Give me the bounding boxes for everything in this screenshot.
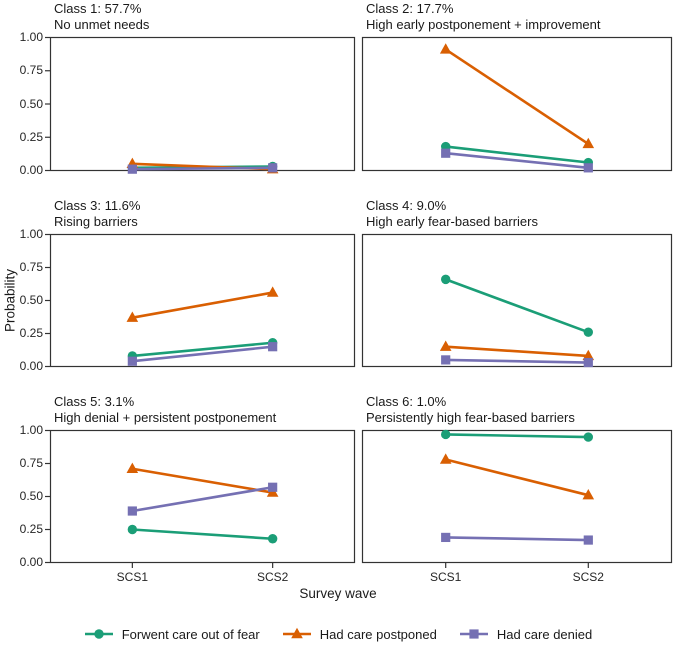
x-tick-label: SCS1 <box>116 570 149 584</box>
square-marker <box>583 357 593 368</box>
square-marker <box>268 482 278 492</box>
x-tick-label: SCS2 <box>256 570 289 584</box>
square-marker <box>583 163 593 173</box>
legend: Forwent care out of fear Had care postpon… <box>0 626 676 642</box>
facet-panel <box>361 429 673 568</box>
facet-panel <box>45 233 356 368</box>
y-tick-label: 0.50 <box>19 489 43 503</box>
facet-class-label: Class 5: 3.1% <box>54 394 135 409</box>
square-marker <box>127 506 137 516</box>
x-tick-label: SCS1 <box>430 570 462 584</box>
triangle-marker <box>439 340 452 351</box>
y-tick-label: 1.00 <box>19 30 43 44</box>
circle-marker <box>583 327 593 337</box>
facet-subtitle: High early fear-based barriers <box>366 214 538 229</box>
y-tick-label: 0.00 <box>19 163 43 177</box>
triangle-marker <box>126 311 139 322</box>
circle-marker <box>583 432 593 442</box>
circle-marker <box>441 274 451 285</box>
facet-subtitle: Persistently high fear-based barriers <box>366 410 575 425</box>
facet-class-label: Class 1: 57.7% <box>54 1 142 16</box>
triangle-marker <box>582 349 595 361</box>
facet-subtitle: High denial + persistent postponement <box>54 410 277 425</box>
triangle-marker <box>582 488 595 500</box>
circle-marker <box>127 524 138 535</box>
x-tick-label: SCS2 <box>572 570 604 584</box>
legend-label: Had care postponed <box>319 626 437 642</box>
y-tick-label: 0.75 <box>19 260 43 274</box>
facet-title: Class 3: 11.6% Rising barriers <box>54 198 140 230</box>
legend-label: Had care denied <box>496 626 593 642</box>
x-axis-label: Survey wave <box>299 586 377 601</box>
facet-title: Class 5: 3.1% High denial + persistent po… <box>54 394 276 426</box>
circle-marker <box>441 429 451 440</box>
y-tick-label: 0.75 <box>19 456 43 470</box>
triangle-marker <box>126 462 139 473</box>
triangle-marker <box>266 286 279 297</box>
facet-title: Class 4: 9.0% High early fear-based barri… <box>366 198 538 230</box>
legend-item: Had care postponed <box>282 626 437 642</box>
y-tick-label: 0.00 <box>19 359 43 373</box>
y-tick-label: 0.50 <box>19 293 43 307</box>
y-tick-label: 0.00 <box>19 555 43 569</box>
square-marker <box>127 164 137 174</box>
circle-legend-icon <box>84 629 113 639</box>
y-tick-label: 1.00 <box>19 423 43 437</box>
y-tick-label: 0.50 <box>19 96 43 111</box>
facet-panel <box>361 233 673 368</box>
legend-item: Had care denied <box>459 626 592 642</box>
facet-panel <box>45 429 356 568</box>
y-tick-label: 0.25 <box>19 522 43 536</box>
legend-item: Forwent care out of fear <box>84 626 260 642</box>
square-legend-icon <box>459 629 488 639</box>
circle-marker <box>94 629 104 639</box>
facet-title: Class 1: 57.7% No unmet needs <box>54 1 149 33</box>
y-tick-label: 1.00 <box>19 227 43 241</box>
circle-marker <box>267 534 278 544</box>
square-marker <box>127 356 137 366</box>
facet-subtitle: No unmet needs <box>54 17 150 32</box>
square-marker <box>441 532 451 543</box>
facet-class-label: Class 3: 11.6% <box>54 198 141 213</box>
facet-title: Class 2: 17.7% High early postponement + … <box>366 1 600 33</box>
triangle-marker <box>439 43 452 54</box>
facet-class-label: Class 2: 17.7% <box>366 1 454 16</box>
square-marker <box>268 163 278 173</box>
y-tick-label: 0.75 <box>19 63 43 78</box>
square-marker <box>583 535 593 545</box>
triangle-legend-icon <box>282 627 311 639</box>
facet-class-label: Class 4: 9.0% <box>366 198 447 213</box>
facet-panel <box>361 36 673 173</box>
square-marker <box>268 342 278 352</box>
triangle-marker <box>582 137 595 149</box>
facet-subtitle: High early postponement + improvement <box>366 17 601 32</box>
y-tick-label: 0.25 <box>19 326 43 340</box>
y-tick-label: 0.25 <box>19 129 43 144</box>
facet-title: Class 6: 1.0% Persistently high fear-base… <box>366 394 575 426</box>
square-marker <box>441 355 451 365</box>
facet-class-label: Class 6: 1.0% <box>366 394 447 409</box>
square-marker <box>469 629 479 639</box>
facet-subtitle: Rising barriers <box>54 214 138 229</box>
legend-label: Forwent care out of fear <box>121 626 260 642</box>
triangle-marker <box>439 453 452 464</box>
facet-panel <box>45 36 356 174</box>
square-marker <box>441 148 451 158</box>
triangle-marker <box>290 627 303 639</box>
